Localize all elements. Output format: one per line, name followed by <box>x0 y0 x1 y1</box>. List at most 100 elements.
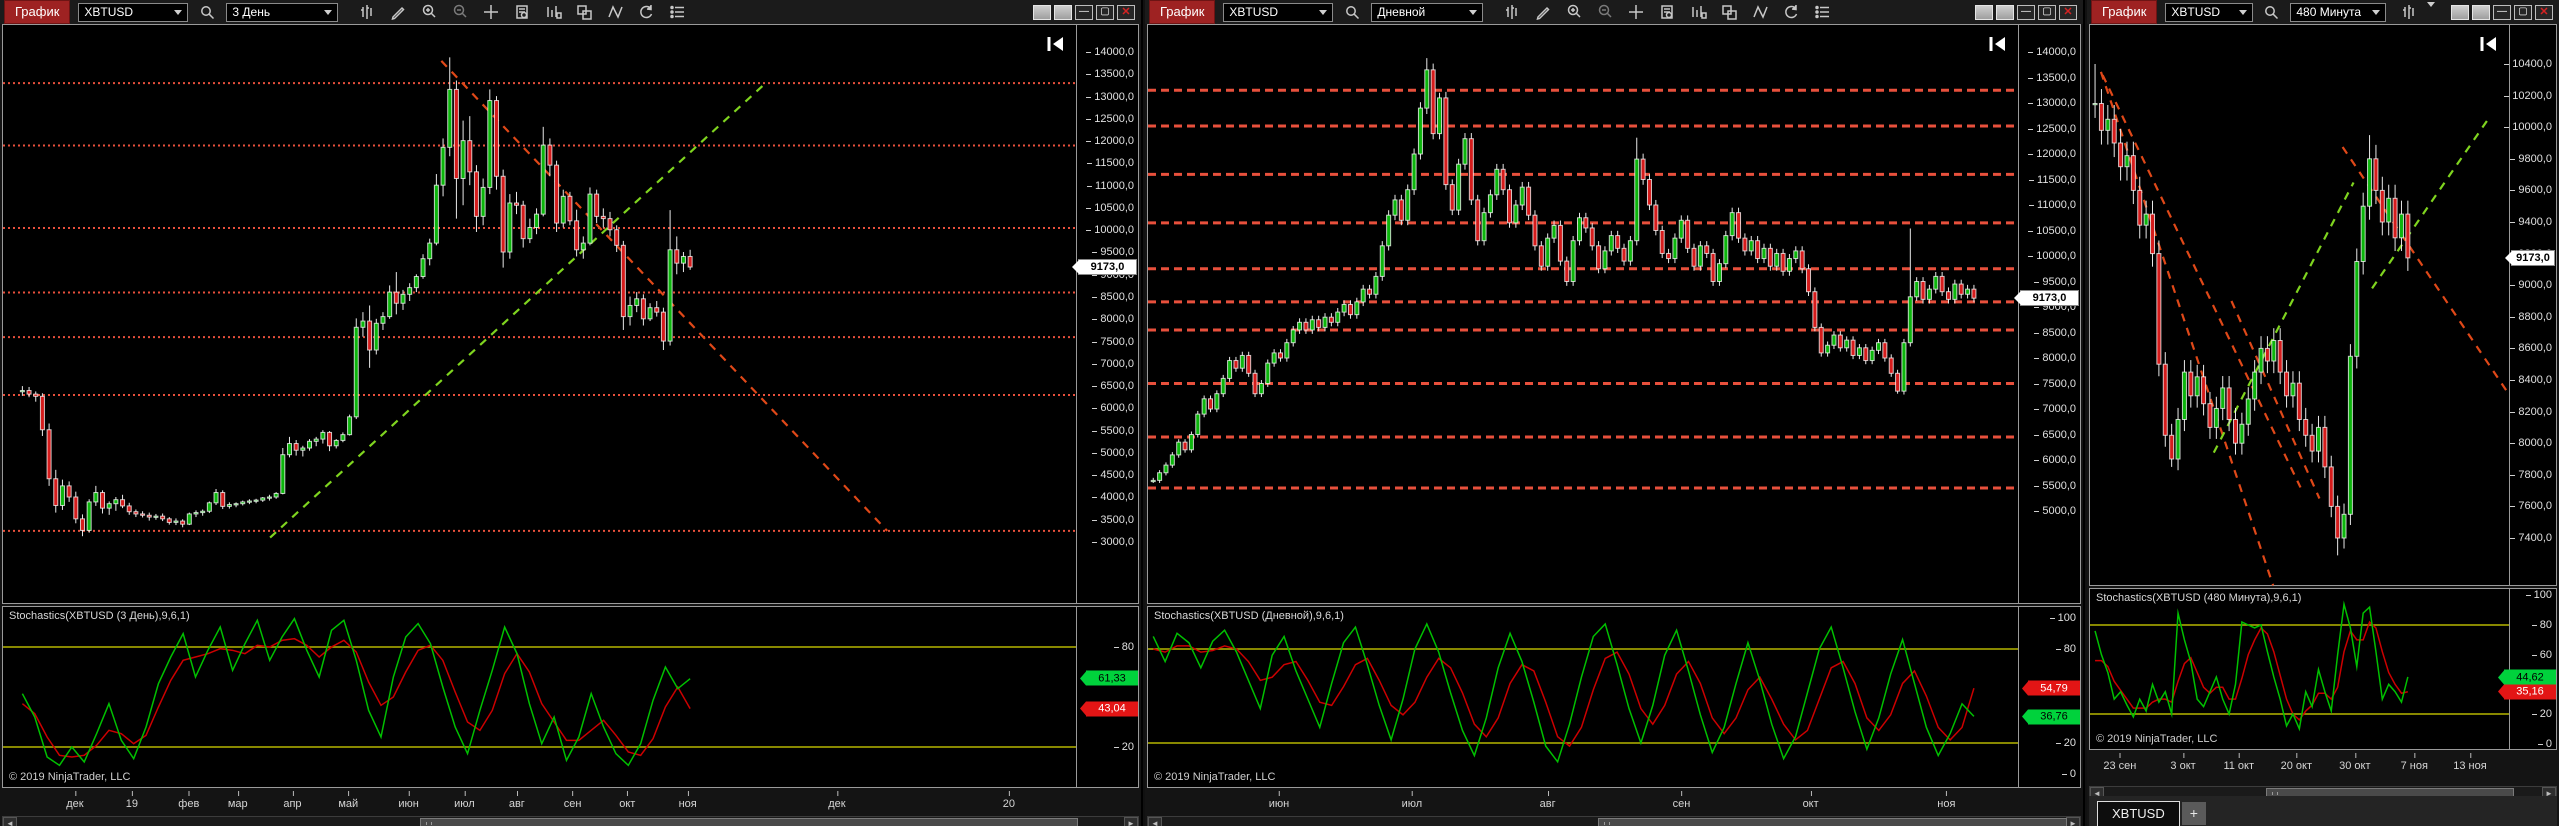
price-axis-tick: 10200,0 <box>2504 89 2552 102</box>
workspace-tab-xbtusd[interactable]: XBTUSD <box>2097 801 2180 826</box>
zigzag-icon[interactable] <box>1749 2 1771 22</box>
price-axis-tick: 6000,0 <box>2034 454 2076 466</box>
zoom-out-icon[interactable] <box>449 2 471 22</box>
close-button[interactable]: ✕ <box>2535 4 2553 20</box>
chart-style-icon[interactable] <box>356 2 378 22</box>
scroll-left-arrow[interactable]: ◄ <box>1148 817 1162 826</box>
crosshair-icon[interactable] <box>480 2 502 22</box>
indicators-icon[interactable] <box>1687 2 1709 22</box>
chart-window-3day: График XBTUSD 3 День — ▢ ✕ 14000,0 13500,0 1… <box>0 0 1143 826</box>
report-icon[interactable] <box>511 2 533 22</box>
price-axis-tick: 10000,0 <box>1086 224 1134 237</box>
zoom-out-icon[interactable] <box>1594 2 1616 22</box>
chart-style-icon[interactable] <box>2398 2 2420 22</box>
price-axis[interactable]: 14000,0 13500,0 13000,0 12500,0 12000,0 11500… <box>2014 25 2080 603</box>
horizontal-scrollbar[interactable]: ◄ ► <box>1147 816 2081 826</box>
horizontal-scrollbar[interactable]: ◄ ► <box>2 816 1139 826</box>
scroll-right-arrow[interactable]: ► <box>2066 817 2080 826</box>
go-to-last-bar-icon[interactable] <box>1046 35 1066 58</box>
panel-blank-button-2[interactable] <box>1054 4 1072 20</box>
time-axis-label: 3 окт <box>2170 753 2196 772</box>
objects-icon[interactable] <box>1718 2 1740 22</box>
price-chart-canvas[interactable] <box>3 25 1080 605</box>
indicators-icon[interactable] <box>542 2 564 22</box>
reload-icon[interactable] <box>1780 2 1802 22</box>
close-button[interactable]: ✕ <box>1117 4 1135 20</box>
instrument-selector[interactable]: XBTUSD <box>2165 2 2254 22</box>
objects-icon[interactable] <box>573 2 595 22</box>
price-axis-tick: 7500,0 <box>1092 335 1134 348</box>
minimize-button[interactable]: — <box>2017 4 2035 20</box>
stochastics-axis[interactable]: 80 20 61,33 43,04 <box>1076 607 1138 787</box>
stochastics-axis[interactable]: 100 80 20 0 54,79 36,76 <box>2018 607 2080 787</box>
stochastics-indicator-label: Stochastics(XBTUSD (3 День),9,6,1) <box>9 610 190 622</box>
price-axis-tick: 6000,0 <box>1092 402 1134 415</box>
minimize-button[interactable]: — <box>1075 4 1093 20</box>
stochastics-canvas[interactable] <box>1148 607 2022 789</box>
price-axis-tick: 6500,0 <box>2034 428 2076 441</box>
panel-blank-button-2[interactable] <box>1996 4 2014 20</box>
price-axis-tick: 8500,0 <box>1092 291 1134 303</box>
price-axis-tick: 11000,0 <box>1087 179 1134 192</box>
price-axis-tick: 10000,0 <box>2504 121 2552 134</box>
scrollbar-thumb[interactable] <box>419 818 1079 826</box>
scroll-left-arrow[interactable]: ◄ <box>3 817 17 826</box>
price-axis[interactable]: 10400,0 10200,0 10000,0 9800,0 9600,0 9400,0 9… <box>2504 25 2556 585</box>
add-workspace-tab-button[interactable]: + <box>2181 802 2206 825</box>
interval-selector[interactable]: Дневной <box>1371 2 1484 22</box>
panel-blank-button-1[interactable] <box>2451 4 2469 20</box>
price-pane: 14000,0 13500,0 13000,0 12500,0 12000,0 11500… <box>2 24 1139 605</box>
interval-selector[interactable]: 3 День <box>226 2 339 22</box>
instrument-selector[interactable]: XBTUSD <box>1223 2 1334 22</box>
panel-blank-button-2[interactable] <box>2472 4 2490 20</box>
zigzag-icon[interactable] <box>604 2 626 22</box>
properties-icon[interactable] <box>666 2 688 22</box>
chart-style-icon[interactable] <box>1501 2 1523 22</box>
price-axis-tick: 10400,0 <box>2504 58 2552 70</box>
tab-grafik[interactable]: График <box>1149 0 1216 24</box>
minimize-button[interactable]: — <box>2493 4 2511 20</box>
reload-icon[interactable] <box>635 2 657 22</box>
time-axis[interactable]: дек 19 фев мар апр май июн июл авг сен окт ноя дек 20 <box>2 790 1139 814</box>
maximize-button[interactable]: ▢ <box>1096 4 1114 20</box>
crosshair-icon[interactable] <box>1625 2 1647 22</box>
price-chart-canvas[interactable] <box>1148 25 2022 605</box>
scrollbar-thumb[interactable] <box>1598 818 2068 826</box>
zoom-in-icon[interactable] <box>1563 2 1585 22</box>
chevron-down-icon[interactable] <box>2427 2 2435 7</box>
drawing-pencil-icon[interactable] <box>1532 2 1554 22</box>
zoom-in-icon[interactable] <box>418 2 440 22</box>
time-axis[interactable]: 23 сен 3 окт 11 окт 20 окт 30 окт 7 ноя 13 ноя <box>2089 752 2557 784</box>
time-axis[interactable]: июн июл авг сен окт ноя <box>1147 790 2081 814</box>
tab-grafik[interactable]: График <box>2091 0 2158 24</box>
price-axis[interactable]: 14000,0 13500,0 13000,0 12500,0 12000,0 11500… <box>1072 25 1138 603</box>
tab-grafik[interactable]: График <box>4 0 71 24</box>
stochastics-canvas[interactable] <box>3 607 1080 789</box>
search-icon[interactable] <box>196 2 218 22</box>
go-to-last-bar-icon[interactable] <box>2479 35 2499 58</box>
maximize-button[interactable]: ▢ <box>2514 4 2532 20</box>
search-icon[interactable] <box>1341 2 1363 22</box>
stoch-axis-tick: 0 <box>2061 768 2076 781</box>
panel-blank-button-1[interactable] <box>1033 4 1051 20</box>
panel-blank-button-1[interactable] <box>1975 4 1993 20</box>
price-axis-tick: 6500,0 <box>1092 380 1134 393</box>
stoch-axis-tick: 60 <box>2531 648 2552 661</box>
stochastics-axis[interactable]: 100 80 60 20 0 44,62 35,16 <box>2498 589 2556 750</box>
stoch-axis-tick: 0 <box>2537 737 2552 750</box>
interval-selector[interactable]: 480 Минута <box>2290 2 2386 22</box>
instrument-selector[interactable]: XBTUSD <box>78 2 189 22</box>
report-icon[interactable] <box>1656 2 1678 22</box>
stochastics-canvas[interactable] <box>2090 589 2511 751</box>
scroll-right-arrow[interactable]: ► <box>1124 817 1138 826</box>
chart-window-titlebar: График XBTUSD Дневной — ▢ ✕ <box>1145 0 2083 24</box>
current-price-marker: 9173,0 <box>2505 249 2555 266</box>
go-to-last-bar-icon[interactable] <box>1988 35 2008 58</box>
price-chart-canvas[interactable] <box>2090 25 2511 587</box>
maximize-button[interactable]: ▢ <box>2038 4 2056 20</box>
search-icon[interactable] <box>2261 2 2282 22</box>
drawing-pencil-icon[interactable] <box>387 2 409 22</box>
properties-icon[interactable] <box>1811 2 1833 22</box>
close-button[interactable]: ✕ <box>2059 4 2077 20</box>
stochastics-pane: Stochastics(XBTUSD (Дневной),9,6,1) © 201… <box>1147 606 2081 789</box>
